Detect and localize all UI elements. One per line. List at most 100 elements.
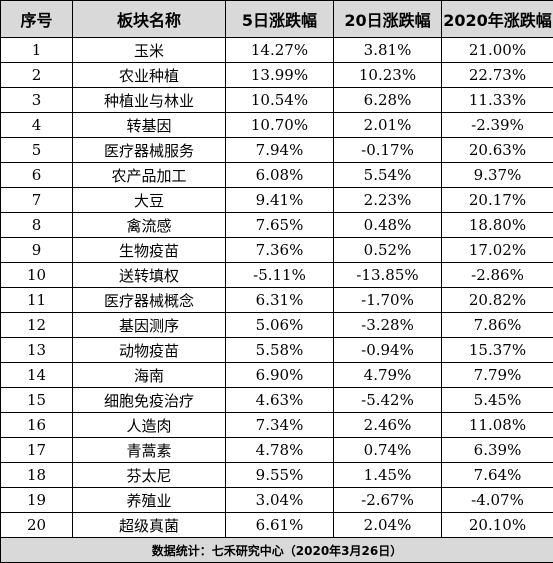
sector-name: 医疗器械服务 — [73, 138, 226, 163]
change-5day: 13.99% — [226, 63, 334, 88]
header-index: 序号 — [1, 1, 73, 38]
change-20day: -1.70% — [334, 288, 442, 313]
sector-name: 生物疫苗 — [73, 238, 226, 263]
sector-name: 人造肉 — [73, 413, 226, 438]
row-index: 2 — [1, 63, 73, 88]
sector-name: 玉米 — [73, 38, 226, 63]
change-20day: 0.52% — [334, 238, 442, 263]
row-index: 15 — [1, 388, 73, 413]
change-20day: 1.45% — [334, 463, 442, 488]
change-20day: 6.28% — [334, 88, 442, 113]
change-20day: -2.67% — [334, 488, 442, 513]
change-20day: 0.74% — [334, 438, 442, 463]
change-2020: 17.02% — [442, 238, 553, 263]
header-sector-name: 板块名称 — [73, 1, 226, 38]
header-2020-change: 2020年涨跌幅 — [442, 1, 553, 38]
row-index: 19 — [1, 488, 73, 513]
change-5day: 7.36% — [226, 238, 334, 263]
change-20day: 2.23% — [334, 188, 442, 213]
change-20day: 2.04% — [334, 513, 442, 538]
row-index: 16 — [1, 413, 73, 438]
change-5day: 5.06% — [226, 313, 334, 338]
sector-name: 禽流感 — [73, 213, 226, 238]
change-5day: 6.31% — [226, 288, 334, 313]
change-2020: 11.08% — [442, 413, 553, 438]
change-2020: 21.00% — [442, 38, 553, 63]
change-2020: 18.80% — [442, 213, 553, 238]
change-5day: 7.34% — [226, 413, 334, 438]
sector-name: 养殖业 — [73, 488, 226, 513]
change-2020: 9.37% — [442, 163, 553, 188]
sector-name: 基因测序 — [73, 313, 226, 338]
sector-name: 芬太尼 — [73, 463, 226, 488]
footer-row: 数据统计：七禾研究中心（2020年3月26日） — [1, 538, 553, 563]
sector-name: 种植业与林业 — [73, 88, 226, 113]
change-5day: 10.54% — [226, 88, 334, 113]
change-2020: 7.79% — [442, 363, 553, 388]
row-index: 12 — [1, 313, 73, 338]
row-index: 5 — [1, 138, 73, 163]
change-2020: 6.39% — [442, 438, 553, 463]
change-5day: 4.78% — [226, 438, 334, 463]
sector-name: 超级真菌 — [73, 513, 226, 538]
change-2020: 7.86% — [442, 313, 553, 338]
change-5day: 3.04% — [226, 488, 334, 513]
change-2020: -2.86% — [442, 263, 553, 288]
sector-name: 农产品加工 — [73, 163, 226, 188]
change-20day: -13.85% — [334, 263, 442, 288]
row-index: 17 — [1, 438, 73, 463]
change-2020: 22.73% — [442, 63, 553, 88]
change-2020: 20.10% — [442, 513, 553, 538]
change-2020: 11.33% — [442, 88, 553, 113]
sector-name: 细胞免疫治疗 — [73, 388, 226, 413]
row-index: 3 — [1, 88, 73, 113]
row-index: 6 — [1, 163, 73, 188]
row-index: 9 — [1, 238, 73, 263]
change-20day: 10.23% — [334, 63, 442, 88]
change-2020: 15.37% — [442, 338, 553, 363]
change-5day: 6.90% — [226, 363, 334, 388]
row-index: 1 — [1, 38, 73, 63]
row-index: 18 — [1, 463, 73, 488]
change-20day: 0.48% — [334, 213, 442, 238]
row-index: 4 — [1, 113, 73, 138]
data-source-note: 数据统计：七禾研究中心（2020年3月26日） — [1, 538, 553, 563]
change-5day: -5.11% — [226, 263, 334, 288]
sector-name: 动物疫苗 — [73, 338, 226, 363]
sector-name: 青蒿素 — [73, 438, 226, 463]
header-row: 序号 板块名称 5日涨跌幅 20日涨跌幅 2020年涨跌幅 — [1, 1, 553, 38]
row-index: 8 — [1, 213, 73, 238]
change-20day: -3.28% — [334, 313, 442, 338]
change-5day: 7.94% — [226, 138, 334, 163]
change-5day: 9.41% — [226, 188, 334, 213]
change-2020: 5.45% — [442, 388, 553, 413]
change-5day: 5.58% — [226, 338, 334, 363]
change-2020: 20.63% — [442, 138, 553, 163]
change-20day: 2.01% — [334, 113, 442, 138]
change-5day: 14.27% — [226, 38, 334, 63]
row-index: 13 — [1, 338, 73, 363]
header-5day-change: 5日涨跌幅 — [226, 1, 334, 38]
sector-name: 医疗器械概念 — [73, 288, 226, 313]
sector-name: 农业种植 — [73, 63, 226, 88]
change-5day: 6.61% — [226, 513, 334, 538]
change-20day: -0.94% — [334, 338, 442, 363]
change-5day: 6.08% — [226, 163, 334, 188]
change-20day: 2.46% — [334, 413, 442, 438]
sector-name: 转基因 — [73, 113, 226, 138]
change-2020: 20.17% — [442, 188, 553, 213]
change-20day: 4.79% — [334, 363, 442, 388]
